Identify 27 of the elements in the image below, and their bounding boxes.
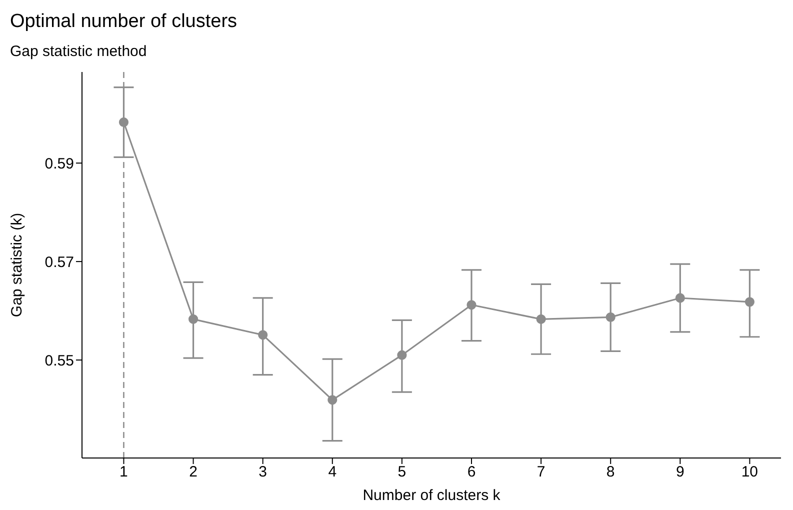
chart-title: Optimal number of clusters [10,10,238,34]
y-tick-label: 0.59 [44,155,74,172]
x-tick-label: 2 [189,464,198,481]
x-tick-label: 9 [676,464,684,481]
x-tick-label: 10 [741,464,758,481]
point [606,312,616,322]
point [328,395,338,405]
x-tick-label: 4 [328,464,337,481]
point [118,117,129,128]
y-tick-label: 0.55 [44,352,74,370]
y-tick-label: 0.57 [44,254,74,271]
y-axis-title: Gap statistic (k) [8,212,26,318]
point [466,300,476,310]
point [744,297,754,307]
x-axis-title: Number of clusters k [362,487,501,504]
x-tick-label: 7 [536,464,546,481]
point [188,314,198,324]
point [536,314,546,324]
x-tick-label: 3 [258,464,268,481]
point [397,350,407,360]
point [258,330,268,340]
x-tick-label: 5 [398,464,406,481]
point [675,293,685,303]
chart-subtitle: Gap statistic method [10,42,148,62]
x-tick-label: 6 [467,464,476,481]
x-tick-label: 8 [606,464,615,481]
x-tick-label: 1 [120,464,128,481]
